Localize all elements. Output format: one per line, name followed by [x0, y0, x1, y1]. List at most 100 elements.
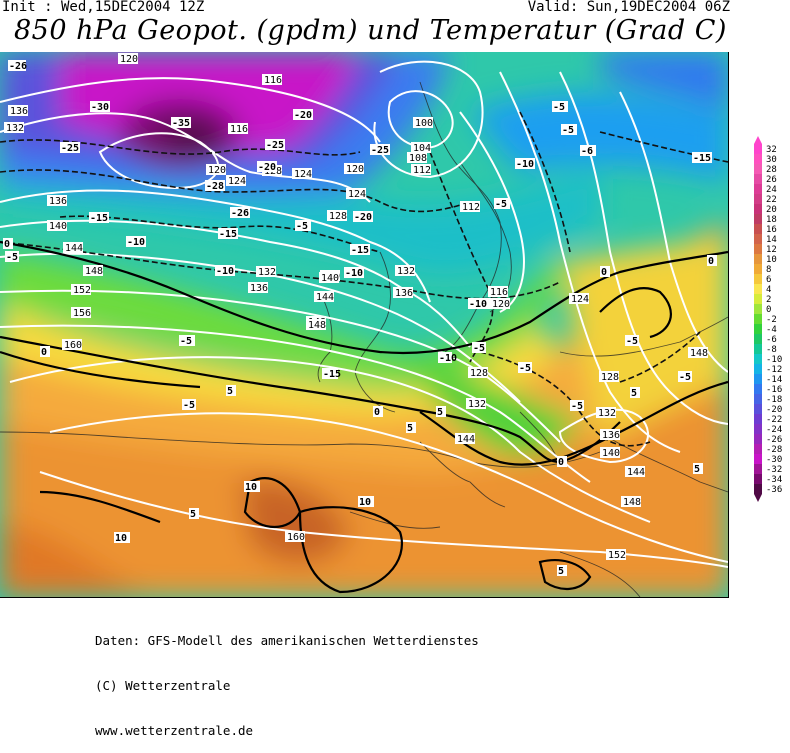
svg-text:124: 124	[294, 169, 312, 180]
legend-label: -16	[766, 385, 782, 395]
map-title: 850 hPa Geopot. (gpdm) und Temperatur (G…	[14, 15, 727, 46]
geo-label: 120	[206, 164, 226, 176]
svg-text:116: 116	[264, 75, 282, 86]
legend-swatch	[754, 464, 762, 474]
legend-label: -6	[766, 335, 777, 345]
svg-text:156: 156	[73, 308, 91, 319]
geo-label: 136	[8, 105, 28, 117]
temp-label: -15	[322, 368, 341, 380]
temp-label: -15	[218, 228, 238, 240]
svg-text:5: 5	[558, 566, 564, 577]
svg-text:120: 120	[346, 164, 364, 175]
geo-label: 116	[488, 286, 508, 298]
geo-label: 104	[411, 142, 431, 154]
geo-label: 124	[292, 168, 312, 180]
legend-label: 28	[766, 165, 777, 175]
temperature-field	[0, 52, 728, 597]
svg-text:104: 104	[413, 143, 431, 154]
temp-label: -30	[90, 101, 110, 113]
legend-swatch	[754, 414, 762, 424]
geo-label: 120	[118, 53, 138, 65]
temp-label: -5	[570, 400, 584, 412]
temp-label: 5	[436, 406, 446, 418]
legend-label: -24	[766, 425, 782, 435]
legend-scale: 32302826242220181614121086420-2-4-6-8-10…	[754, 136, 782, 502]
svg-text:10: 10	[115, 533, 127, 544]
geo-label: 136	[47, 195, 67, 207]
legend-swatch	[754, 294, 762, 304]
temp-label: 10	[244, 481, 260, 493]
legend-swatch	[754, 394, 762, 404]
temp-label: -5	[625, 335, 639, 347]
svg-text:112: 112	[462, 202, 480, 213]
legend-swatch	[754, 214, 762, 224]
legend-label: -14	[766, 375, 782, 385]
geo-label: 144	[625, 466, 645, 478]
svg-text:136: 136	[49, 196, 67, 207]
svg-text:-5: -5	[180, 336, 192, 347]
temp-label: 5	[189, 508, 199, 520]
svg-text:148: 148	[623, 497, 641, 508]
temp-label: 0	[373, 406, 383, 418]
temp-label: -26	[230, 207, 250, 219]
temp-label: -25	[60, 142, 80, 154]
geo-label: 144	[314, 291, 334, 303]
temp-label: -25	[370, 144, 390, 156]
svg-text:144: 144	[627, 467, 645, 478]
temp-label: -6	[580, 145, 596, 157]
legend-label: 12	[766, 245, 777, 255]
svg-text:136: 136	[10, 106, 28, 117]
svg-text:128: 128	[470, 368, 488, 379]
svg-text:0: 0	[4, 239, 10, 250]
geo-label: 156	[71, 307, 91, 319]
legend-swatch	[754, 264, 762, 274]
temp-label: -5	[494, 198, 510, 210]
geo-label: 112	[460, 201, 480, 213]
svg-text:132: 132	[397, 266, 415, 277]
svg-text:-25: -25	[371, 145, 389, 156]
temperature-label-group: -26 -30 -35 -25 -25 -20 -28 -25 -26 -20 …	[3, 60, 717, 577]
legend-swatch	[754, 244, 762, 254]
geo-label: 148	[621, 496, 641, 508]
temp-label: -5	[518, 362, 532, 374]
svg-text:-6: -6	[581, 146, 593, 157]
svg-text:140: 140	[321, 273, 339, 284]
temp-label: 5	[226, 385, 236, 397]
legend-swatch	[754, 324, 762, 334]
svg-text:-5: -5	[626, 336, 638, 347]
geo-label: 152	[606, 549, 626, 561]
temp-label: -20	[353, 211, 373, 223]
svg-text:-5: -5	[6, 252, 18, 263]
svg-text:0: 0	[41, 347, 47, 358]
svg-text:108: 108	[409, 153, 427, 164]
svg-text:-15: -15	[219, 229, 237, 240]
legend-label: 18	[766, 215, 777, 225]
svg-text:-10: -10	[345, 268, 363, 279]
geo-label: 120	[344, 163, 364, 175]
legend-arrow-down	[754, 494, 762, 502]
geo-label: 148	[688, 347, 708, 359]
svg-text:128: 128	[329, 211, 347, 222]
coastlines	[0, 81, 728, 597]
temp-label: -5	[472, 342, 486, 354]
legend-label: -28	[766, 445, 782, 455]
temp-label: 10	[358, 496, 374, 508]
svg-text:5: 5	[227, 386, 233, 397]
footer-url[interactable]: www.wetterzentrale.de	[95, 723, 254, 738]
geo-label: 148	[306, 319, 326, 331]
legend-label: -26	[766, 435, 782, 445]
svg-text:132: 132	[598, 408, 616, 419]
temp-label: -26	[8, 60, 27, 72]
geo-label: 124	[226, 175, 246, 187]
legend-label: 4	[766, 285, 771, 295]
svg-text:-5: -5	[296, 221, 308, 232]
svg-text:-15: -15	[351, 245, 369, 256]
legend-swatch	[754, 344, 762, 354]
svg-text:136: 136	[250, 283, 268, 294]
temp-label: -25	[265, 139, 285, 151]
legend-swatch	[754, 374, 762, 384]
svg-text:-10: -10	[439, 353, 457, 364]
temp-label: -5	[678, 371, 692, 383]
svg-text:112: 112	[413, 165, 431, 176]
geo-label: 140	[600, 447, 620, 459]
